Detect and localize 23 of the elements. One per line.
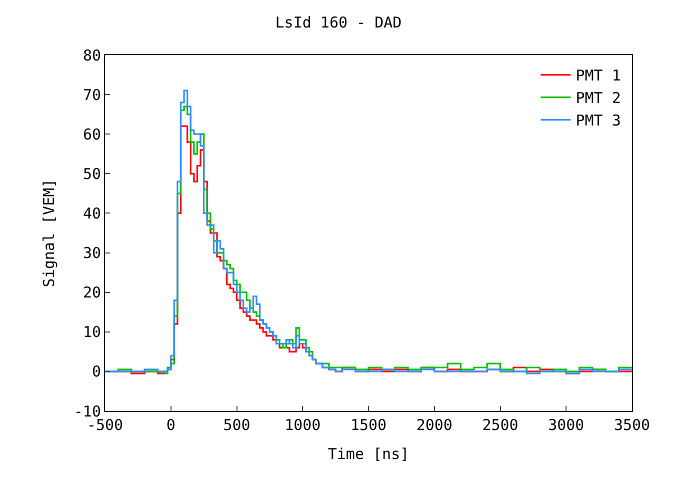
y-tick-label: 0: [92, 362, 101, 381]
x-tick-label: 3500: [614, 416, 650, 434]
legend-label: PMT 1: [576, 66, 621, 85]
y-tick-label: 30: [82, 244, 101, 262]
x-tick-label: 500: [223, 416, 250, 434]
legend-label: PMT 3: [576, 112, 621, 130]
x-tick-label: 3000: [548, 416, 584, 434]
x-axis-title: Time [ns]: [328, 445, 410, 463]
y-tick-label: 50: [82, 164, 101, 183]
y-tick-label: 60: [82, 125, 101, 144]
y-tick-label: 20: [82, 284, 101, 302]
x-tick-label: 0: [166, 416, 176, 434]
chart-title: LsId 160 - DAD: [275, 14, 402, 32]
legend-label: PMT 2: [576, 89, 621, 108]
x-tick-label: 1000: [284, 416, 321, 434]
y-axis-title: Signal [VEM]: [40, 178, 58, 288]
x-tick-label: 2500: [482, 416, 518, 434]
x-tick-label: 2000: [416, 416, 452, 434]
y-tick-label: 80: [82, 46, 101, 64]
y-tick-label: 40: [82, 204, 101, 222]
y-tick-label: 70: [82, 86, 101, 104]
x-tick-label: 1500: [350, 416, 387, 434]
y-tick-label: 10: [82, 323, 101, 342]
